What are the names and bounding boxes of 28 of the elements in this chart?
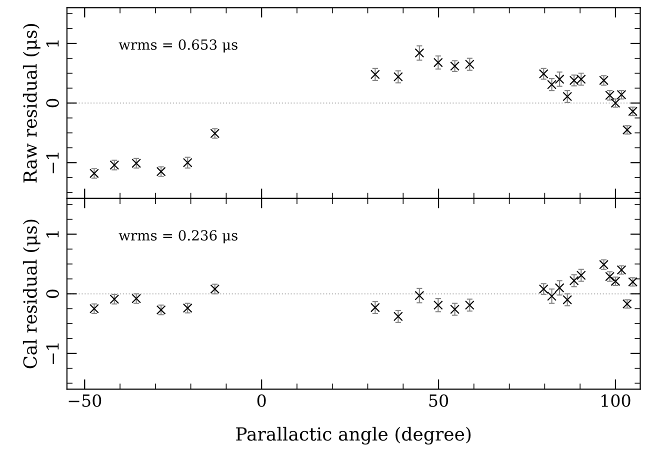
point — [554, 283, 564, 293]
point — [433, 300, 443, 310]
y-tick-label: 1 — [46, 231, 59, 238]
y-axis-title: Cal residual (μs) — [22, 220, 40, 368]
y-axis-title: Raw residual (μs) — [22, 24, 40, 182]
x-axis-title: Parallactic angle (degree) — [236, 426, 471, 445]
annotation: wrms = 0.236 μs — [118, 230, 238, 244]
point — [576, 270, 586, 280]
point — [464, 60, 474, 70]
x-tick-label: −50 — [68, 394, 102, 407]
x-tick-label: 100 — [602, 394, 630, 407]
x-tick-label: 0 — [257, 394, 266, 407]
point — [414, 290, 424, 300]
annotation: wrms = 0.653 μs — [118, 39, 238, 53]
y-tick-label: 0 — [46, 98, 59, 108]
point — [554, 74, 564, 84]
point — [562, 92, 572, 102]
point — [433, 58, 443, 68]
point — [569, 276, 579, 286]
point — [370, 302, 380, 312]
point — [547, 291, 556, 301]
point — [414, 48, 424, 58]
y-tick-label: 1 — [46, 40, 59, 47]
x-tick-label: 50 — [429, 394, 448, 407]
y-tick-label: −1 — [46, 152, 59, 174]
y-tick-label: −1 — [46, 343, 59, 364]
point — [393, 312, 403, 322]
y-tick-label: 0 — [46, 290, 59, 298]
